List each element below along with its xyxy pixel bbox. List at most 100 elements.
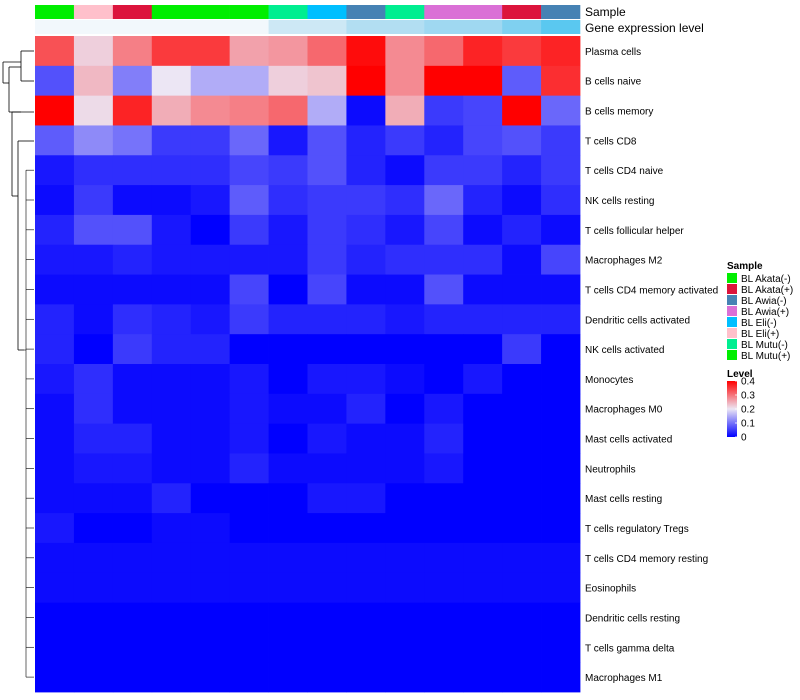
- sample-legend-swatch: [727, 295, 737, 305]
- heatmap-cells: [35, 36, 581, 693]
- heatmap-cell: [541, 602, 581, 633]
- heatmap-cell: [463, 662, 503, 693]
- heatmap-cell: [151, 453, 192, 484]
- expression-annotation-cell: [463, 20, 503, 34]
- heatmap-cell: [268, 304, 308, 335]
- heatmap-cell: [463, 185, 503, 216]
- heatmap-cell: [73, 453, 114, 484]
- heatmap-cell: [307, 513, 347, 544]
- row-labels: Plasma cells B cells naive B cells memory T…: [585, 47, 718, 684]
- heatmap-cell: [541, 393, 581, 425]
- heatmap-cell: [229, 483, 269, 514]
- sample-annotation-cell: [229, 5, 269, 19]
- heatmap-cell: [268, 423, 308, 454]
- heatmap-cell: [385, 393, 425, 425]
- row-label: T cells gamma delta: [585, 643, 675, 654]
- sample-legend-label: BL Akata(-): [741, 274, 791, 285]
- heatmap-cell: [229, 542, 269, 574]
- level-tick-label: 0.3: [741, 391, 755, 402]
- heatmap-cell: [73, 244, 114, 275]
- heatmap-cell: [541, 214, 581, 246]
- heatmap-cell: [112, 364, 153, 395]
- heatmap-cell: [307, 632, 347, 663]
- sample-annotation-cell: [346, 5, 386, 19]
- heatmap-cell: [73, 214, 114, 246]
- heatmap-cell: [73, 125, 114, 156]
- heatmap-cell: [151, 214, 192, 246]
- heatmap-cell: [502, 65, 542, 97]
- heatmap-cell: [190, 274, 231, 305]
- heatmap-cell: [424, 602, 464, 633]
- sample-legend-swatch: [727, 317, 737, 327]
- heatmap-cell: [190, 155, 231, 186]
- heatmap-cell: [541, 334, 581, 365]
- sample-legend-label: BL Awia(+): [741, 307, 789, 318]
- sample-annotation-cell: [307, 5, 347, 19]
- heatmap-cell: [112, 65, 153, 97]
- row-label: Eosinophils: [585, 584, 636, 595]
- heatmap-cell: [346, 572, 386, 603]
- heatmap-cell: [151, 274, 192, 305]
- heatmap-cell: [307, 334, 347, 365]
- heatmap-cell: [502, 155, 542, 186]
- heatmap-cell: [463, 244, 503, 275]
- sample-annotation-cell: [73, 5, 114, 19]
- heatmap-cell: [151, 542, 192, 574]
- heatmap-cell: [385, 364, 425, 395]
- heatmap-cell: [35, 95, 75, 126]
- heatmap-cell: [229, 36, 269, 67]
- heatmap-cell: [73, 423, 114, 454]
- heatmap-cell: [268, 274, 308, 305]
- sample-annotation-cell: [424, 5, 464, 19]
- heatmap-cell: [190, 542, 231, 574]
- heatmap-cell: [268, 36, 308, 67]
- heatmap-cell: [346, 393, 386, 425]
- heatmap-cell: [346, 155, 386, 186]
- heatmap-cell: [112, 304, 153, 335]
- heatmap-cell: [73, 513, 114, 544]
- heatmap-cell: [229, 155, 269, 186]
- heatmap-cell: [151, 423, 192, 454]
- heatmap-cell: [307, 155, 347, 186]
- heatmap-cell: [541, 95, 581, 126]
- heatmap-cell: [307, 423, 347, 454]
- heatmap-cell: [502, 214, 542, 246]
- heatmap-cell: [229, 453, 269, 484]
- expression-annotation-cell: [541, 20, 581, 34]
- heatmap-cell: [502, 95, 542, 126]
- heatmap-cell: [112, 572, 153, 603]
- heatmap-cell: [35, 125, 75, 156]
- heatmap-cell: [463, 423, 503, 454]
- expression-annotation-cell: [151, 20, 192, 34]
- heatmap-cell: [151, 95, 192, 126]
- sample-legend-swatch: [727, 339, 737, 349]
- heatmap-cell: [502, 244, 542, 275]
- sample-legend-label: BL Mutu(+): [741, 351, 790, 362]
- heatmap-cell: [463, 334, 503, 365]
- expression-annotation-cell: [229, 20, 269, 34]
- heatmap-cell: [307, 483, 347, 514]
- heatmap-cell: [112, 214, 153, 246]
- heatmap-cell: [307, 65, 347, 97]
- heatmap-cell: [229, 274, 269, 305]
- row-label: Macrophages M1: [585, 673, 663, 684]
- level-tick-label: 0.1: [741, 419, 755, 430]
- sample-legend-title: Sample: [727, 261, 763, 272]
- expression-annotation-cell: [35, 20, 75, 34]
- heatmap-cell: [151, 244, 192, 275]
- heatmap-cell: [268, 602, 308, 633]
- heatmap-cell: [424, 572, 464, 603]
- heatmap-cell: [502, 572, 542, 603]
- heatmap-cell: [151, 36, 192, 67]
- heatmap-cell: [307, 364, 347, 395]
- heatmap-cell: [541, 155, 581, 186]
- heatmap-cell: [151, 513, 192, 544]
- heatmap-cell: [541, 632, 581, 663]
- heatmap-cell: [502, 185, 542, 216]
- expression-annotation-bar: [35, 20, 581, 34]
- heatmap-cell: [229, 572, 269, 603]
- row-dendrogram: [2, 50, 34, 678]
- heatmap-cell: [307, 244, 347, 275]
- heatmap-cell: [35, 542, 75, 574]
